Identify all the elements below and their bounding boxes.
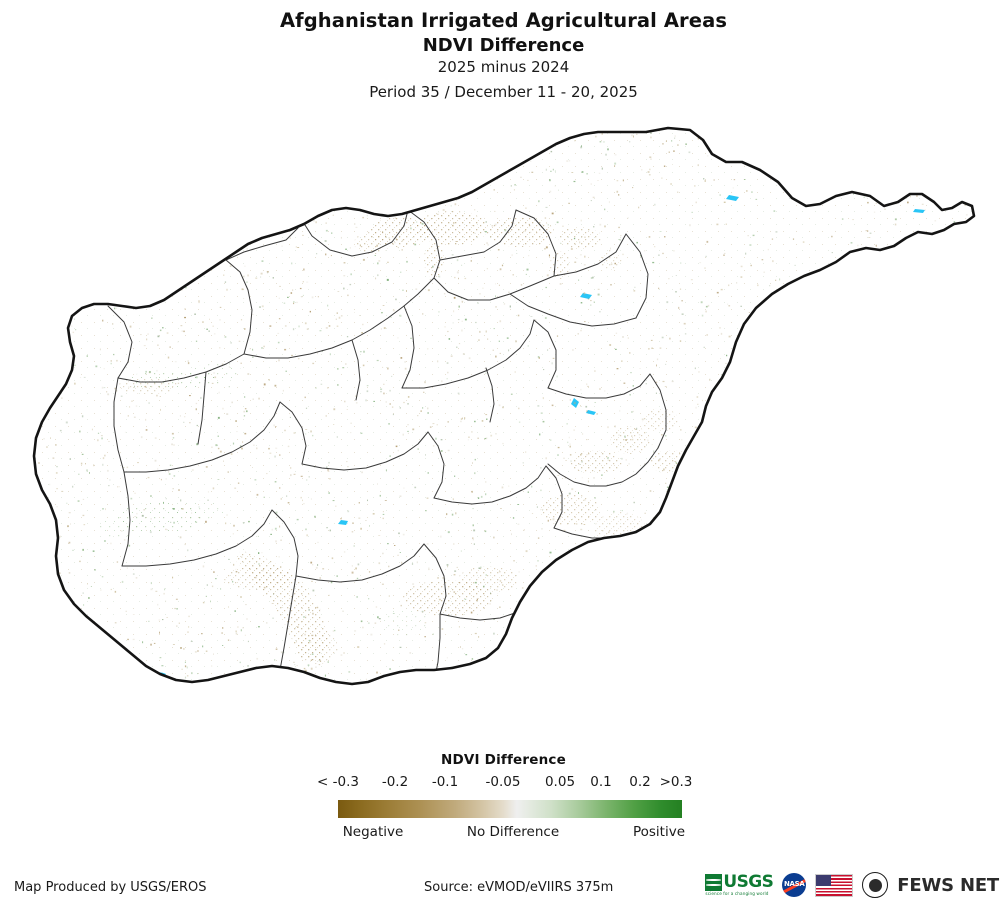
map-period-label: Period 35 / December 11 - 20, 2025 <box>369 83 638 102</box>
legend-tick-3: -0.05 <box>485 774 521 790</box>
title-block: Afghanistan Irrigated Agricultural Areas… <box>0 0 1007 102</box>
state-seal-eagle <box>868 878 882 892</box>
legend-tick-1: -0.2 <box>381 774 409 790</box>
nasa-wordmark: NASA <box>784 880 805 888</box>
legend-tick-0: < -0.3 <box>317 774 359 790</box>
footer: Map Produced by USGS/EROS Source: eVMOD/… <box>0 872 1007 912</box>
state-department-seal-icon <box>862 872 889 898</box>
legend-tick-2: -0.1 <box>431 774 459 790</box>
us-flag-icon <box>815 873 854 897</box>
map-canvas[interactable] <box>0 110 1007 740</box>
legend-category-labels: Negative No Difference Positive <box>0 824 1007 844</box>
nasa-logo-icon: NASA <box>782 873 807 897</box>
map-subtitle: NDVI Difference <box>422 35 585 57</box>
usgs-tagline: science for a changing world <box>705 890 769 896</box>
flag-canton <box>816 874 832 886</box>
footer-credit: Map Produced by USGS/EROS <box>14 880 207 895</box>
usgs-mark-icon <box>705 873 723 891</box>
map-legend: NDVI Difference < -0.3 -0.2 -0.1 -0.05 0.05 0… <box>0 752 1007 840</box>
legend-tick-7: >0.3 <box>659 774 693 790</box>
usgs-logo: USGS science for a changing world <box>705 871 774 896</box>
legend-tick-labels: < -0.3 -0.2 -0.1 -0.05 0.05 0.1 0.2 >0.3 <box>0 774 1007 792</box>
usgs-wordmark: USGS <box>723 871 774 892</box>
legend-tick-4: 0.05 <box>544 774 576 790</box>
footer-source: Source: eVMOD/eVIIRS 375m <box>424 880 614 895</box>
legend-category-positive: Positive <box>632 824 686 840</box>
legend-category-no-difference: No Difference <box>466 824 560 840</box>
map-subtitle-years: 2025 minus 2024 <box>437 58 570 77</box>
footer-logos: USGS science for a changing world NASA F… <box>705 867 999 903</box>
legend-category-negative: Negative <box>342 824 404 840</box>
legend-color-ramp <box>338 800 682 818</box>
fewsnet-wordmark: FEWS NET <box>897 874 999 896</box>
country-outline <box>32 126 976 686</box>
legend-tick-5: 0.1 <box>590 774 612 790</box>
afghanistan-map[interactable] <box>0 110 1007 740</box>
legend-tick-6: 0.2 <box>629 774 651 790</box>
page-title: Afghanistan Irrigated Agricultural Areas <box>279 9 728 32</box>
legend-title: NDVI Difference <box>441 752 566 768</box>
